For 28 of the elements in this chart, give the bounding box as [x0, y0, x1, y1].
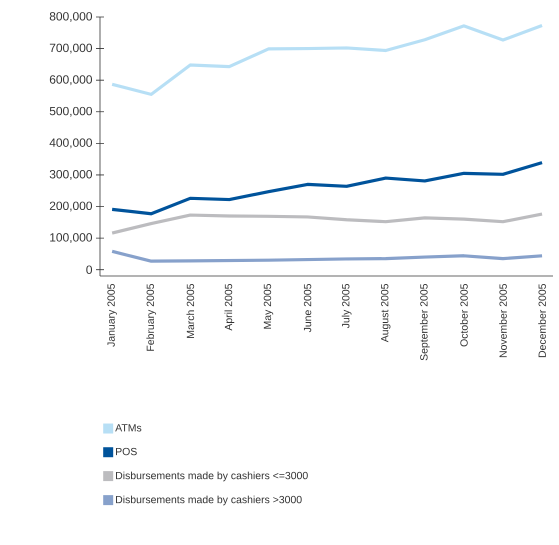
y-tick-label: 300,000 [50, 170, 92, 180]
legend-label: ATMs [115, 424, 142, 432]
x-tick-label: September 2005 [420, 284, 430, 360]
y-tick-label: 700,000 [50, 44, 92, 54]
y-tick-label: 400,000 [50, 138, 92, 148]
x-tick-label: January 2005 [107, 284, 117, 347]
y-tick-label: 0 [86, 265, 92, 274]
x-tick-label: April 2005 [224, 284, 234, 331]
legend-label: Disbursements made by cashiers <=3000 [116, 472, 308, 482]
x-tick-label: August 2005 [380, 284, 390, 342]
legend-label: POS [116, 448, 137, 456]
line-series [110, 212, 544, 235]
x-tick-label: February 2005 [146, 284, 156, 351]
line-series [110, 24, 544, 96]
y-tick-label: 800,000 [50, 12, 92, 22]
x-tick-label: June 2005 [304, 284, 312, 332]
y-tick-label: 600,000 [50, 75, 92, 86]
x-tick-label: November 2005 [499, 284, 507, 358]
line-series [110, 161, 544, 216]
y-tick-label: 100,000 [50, 233, 92, 244]
legend-label: Disbursements made by cashiers >3000 [116, 496, 302, 506]
y-tick-label: 200,000 [50, 202, 92, 212]
x-tick-label: May 2005 [264, 284, 274, 329]
x-tick-label: March 2005 [186, 284, 194, 338]
y-tick-label: 500,000 [50, 106, 92, 117]
x-tick-label: October 2005 [460, 284, 468, 346]
x-tick-label: December 2005 [538, 284, 546, 358]
x-tick-label: July 2005 [342, 284, 352, 328]
